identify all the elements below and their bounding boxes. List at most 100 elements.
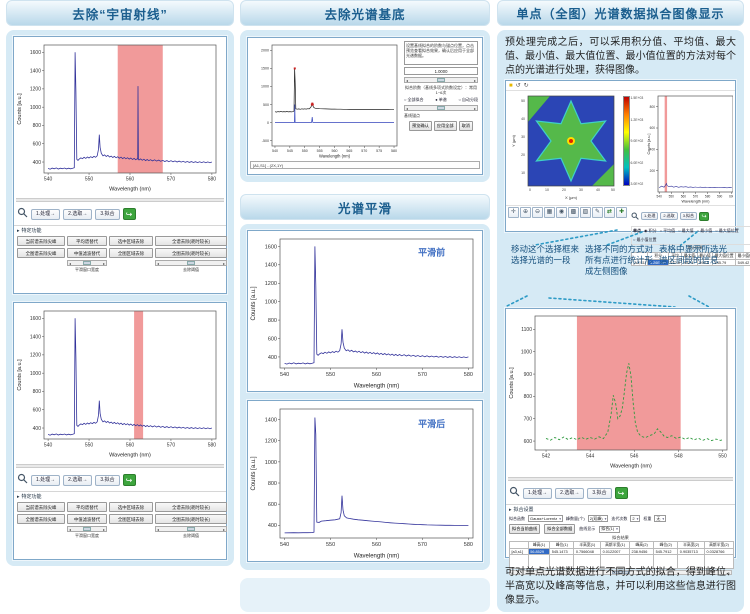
baseline-order-input[interactable]: 1.0000 [404,67,478,75]
slider-right-arrow[interactable]: ▸ [222,260,225,266]
tab-fit[interactable]: 3.拟合 [587,487,612,499]
slider-left-arrow[interactable]: ◂ [406,77,409,83]
scroll-thumb[interactable] [611,571,630,574]
slider-right-arrow[interactable]: ▸ [102,260,105,266]
tab-fit[interactable]: 3.拟合 [95,208,120,220]
weight-select[interactable]: 无 ▾ [654,515,667,522]
tab-select[interactable]: 2.选取 [660,212,678,220]
slider-left-arrow[interactable]: ◂ [406,105,409,111]
slider-right-arrow[interactable]: ▸ [473,105,476,111]
tab-select[interactable]: 2.选取→ [63,474,93,486]
tab-process[interactable]: 1.处理→ [31,474,61,486]
radio-max-pos[interactable]: ○ 最大值位置 [715,228,739,233]
remove-map-spike-button[interactable]: 全图谱去除尖峰 [17,248,65,259]
slider-left-arrow[interactable]: ◂ [69,260,72,266]
remove-current-spike-button[interactable]: 当前谱去除尖峰 [17,502,65,513]
threshold-slider[interactable]: ◂ ▸ [155,260,227,267]
remove-map-region-button[interactable]: 全图区域去除 [109,514,153,525]
slider-thumb[interactable] [83,527,91,532]
median-replace-button[interactable]: 中值滤波替代 [67,248,107,259]
tab-process[interactable]: 1.处理→ [31,208,61,220]
fit-all-button[interactable]: 拟合全部数据 [544,524,576,534]
color-map-icon[interactable]: ◉ [556,207,567,218]
preview-confirm-button[interactable]: 预览确认 [409,120,432,131]
slider-left-arrow[interactable]: ◂ [157,526,160,532]
remove-all-button[interactable]: 全谱去除(耗时较长) [155,502,227,513]
export-icon[interactable]: ↪ [699,211,710,221]
palette-icon[interactable]: ▩ [568,207,579,218]
slider-thumb[interactable] [437,78,445,82]
tab-process[interactable]: 1.处理→ [523,487,553,499]
magnifier-icon[interactable] [631,207,639,225]
remove-map-spike-button[interactable]: 全图谱去除尖峰 [17,514,65,525]
baseline-slider-2[interactable]: ◂ ▸ [404,105,478,112]
display-curve-select[interactable]: 拟合(1) ▾ [599,525,620,533]
smooth-width-slider[interactable]: ◂ ▸ [67,526,107,533]
radio-min[interactable]: ○ 最小值 [696,228,713,233]
cell[interactable]: 549.42 [735,259,750,266]
radio-mean[interactable]: ○ 平均值 [659,228,676,233]
redo-icon[interactable]: ↻ [523,83,529,89]
fit-func-select[interactable]: Gauss+Lorentz ▾ [528,515,564,522]
slider-thumb[interactable] [437,106,445,111]
remove-region-button[interactable]: 选中区域去除 [109,502,153,513]
axes-icon[interactable]: ▦ [544,207,555,218]
fit-current-button[interactable]: 拟合当前曲线 [509,524,541,534]
edit-icon[interactable]: ✎ [592,207,603,218]
cell[interactable]: 596.1 [696,259,714,266]
slider-left-arrow[interactable]: ◂ [69,526,72,532]
radio-auto[interactable]: ○ 自动分段 [458,97,478,103]
tab-select[interactable]: 2.选取→ [555,487,585,499]
radio-min-pos[interactable]: ○ 最小值位置 [633,237,657,242]
threshold-slider[interactable]: ◂ ▸ [155,526,227,533]
slider-thumb[interactable] [83,261,91,266]
swap-icon[interactable]: ⇄ [604,207,615,218]
radio-fit-all[interactable]: ○ 全部拟合 [404,97,424,103]
remove-map-region-button[interactable]: 全图区域去除 [109,248,153,259]
slider-right-arrow[interactable]: ▸ [473,77,476,83]
add-icon[interactable]: ✚ [616,207,627,218]
export-icon[interactable]: ↪ [122,208,136,220]
screenshot-smooth-before: 540 550 560 570 580 400 600 800 1000 1200 1400 1600… [247,230,483,392]
zoom-in-icon[interactable]: ⊕ [520,207,531,218]
fit-table-hscrollbar[interactable]: ◂ ▸ [509,570,732,575]
pan-icon[interactable]: ✛ [508,207,519,218]
mean-replace-button[interactable]: 平均谱替代 [67,236,107,247]
magnifier-icon[interactable] [509,484,520,502]
remove-region-button[interactable]: 选中区域去除 [109,236,153,247]
tab-select[interactable]: 2.选取→ [63,208,93,220]
magnifier-icon[interactable] [17,471,28,489]
zoom-out-icon[interactable]: ⊖ [532,207,543,218]
slider-left-arrow[interactable]: ◂ [157,260,160,266]
mean-replace-button[interactable]: 平均谱替代 [67,502,107,513]
median-replace-button[interactable]: 中值滤波替代 [67,514,107,525]
undo-icon[interactable]: ↺ [515,83,521,89]
slider-thumb[interactable] [187,261,195,266]
tab-fit[interactable]: 3.拟合 [679,212,698,220]
remove-current-spike-button[interactable]: 当前谱去除尖峰 [17,236,65,247]
tab-fit[interactable]: 3.拟合 [95,474,120,486]
radio-max[interactable]: ○ 最大值 [678,228,694,233]
magnifier-icon[interactable] [17,205,28,223]
smooth-width-slider[interactable]: ◂ ▸ [67,260,107,267]
slider-right-arrow[interactable]: ▸ [222,526,225,532]
cancel-button[interactable]: 取消 [458,120,473,131]
slider-thumb[interactable] [187,527,195,532]
iterations-select[interactable]: 2 ▾ [630,515,641,522]
peak-count-select[interactable]: 2(双峰) ▾ [587,515,609,522]
grid-icon[interactable]: ▨ [580,207,591,218]
apply-all-button[interactable]: 应用全部 [433,120,457,131]
tab-process[interactable]: 1.处理 [641,212,659,220]
radio-single[interactable]: ● 单谱 [435,97,447,103]
export-icon[interactable]: ↪ [122,474,136,486]
baseline-slider-1[interactable]: ◂ ▸ [404,77,478,83]
export-icon[interactable]: ↪ [614,487,628,499]
save-icon[interactable]: ■ [509,82,513,89]
stat-table-row[interactable]: [A3,S1] 1.26E+04 612.8 952.4 596.1 545.7… [630,259,750,266]
cell[interactable]: 1.26E+04 [647,259,669,266]
remove-map-all-button[interactable]: 全图去除(耗时较长) [155,248,227,259]
slider-right-arrow[interactable]: ▸ [102,526,105,532]
remove-all-button[interactable]: 全谱去除(耗时较长) [155,236,227,247]
remove-map-all-button[interactable]: 全图去除(耗时较长) [155,514,227,525]
radio-integral[interactable]: ◉ 积分 [644,228,657,233]
